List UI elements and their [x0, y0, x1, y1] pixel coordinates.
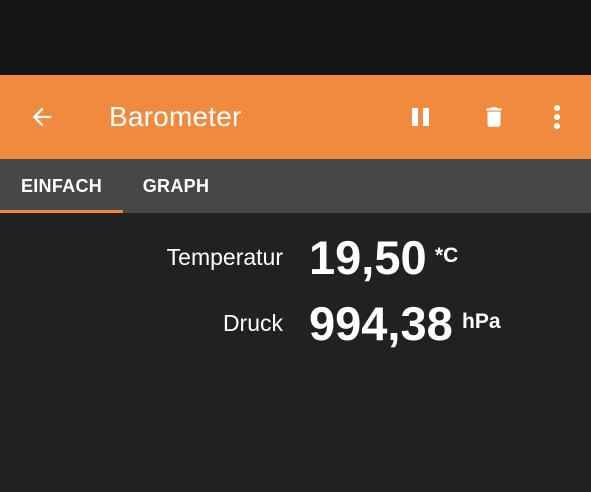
trash-icon	[486, 107, 502, 127]
reading-unit: *C	[435, 244, 459, 267]
pause-button[interactable]	[401, 97, 441, 137]
tab-label: GRAPH	[142, 175, 210, 196]
back-button[interactable]	[22, 97, 62, 137]
tab-indicator	[0, 210, 123, 213]
arrow-left-icon	[32, 107, 52, 127]
app-title: Barometer	[109, 101, 242, 132]
tab-label: EINFACH	[20, 175, 103, 196]
reading-label: Temperatur	[166, 244, 283, 270]
status-bar	[0, 0, 591, 75]
more-vertical-icon	[554, 105, 560, 129]
tab-graph[interactable]: GRAPH	[123, 159, 229, 213]
reading-value: 19,50	[309, 231, 427, 284]
reading-unit: hPa	[462, 310, 501, 333]
tab-einfach[interactable]: EINFACH	[0, 159, 123, 213]
pause-icon	[412, 108, 429, 126]
reading-temperature: Temperatur 19,50 *C	[0, 232, 591, 292]
app-bar: Barometer	[0, 75, 591, 159]
reading-label: Druck	[222, 310, 283, 336]
delete-button[interactable]	[474, 97, 514, 137]
tab-bar: EINFACH GRAPH	[0, 159, 591, 213]
more-options-button[interactable]	[537, 97, 577, 137]
reading-value: 994,38	[309, 297, 453, 350]
reading-pressure: Druck 994,38 hPa	[0, 298, 591, 358]
